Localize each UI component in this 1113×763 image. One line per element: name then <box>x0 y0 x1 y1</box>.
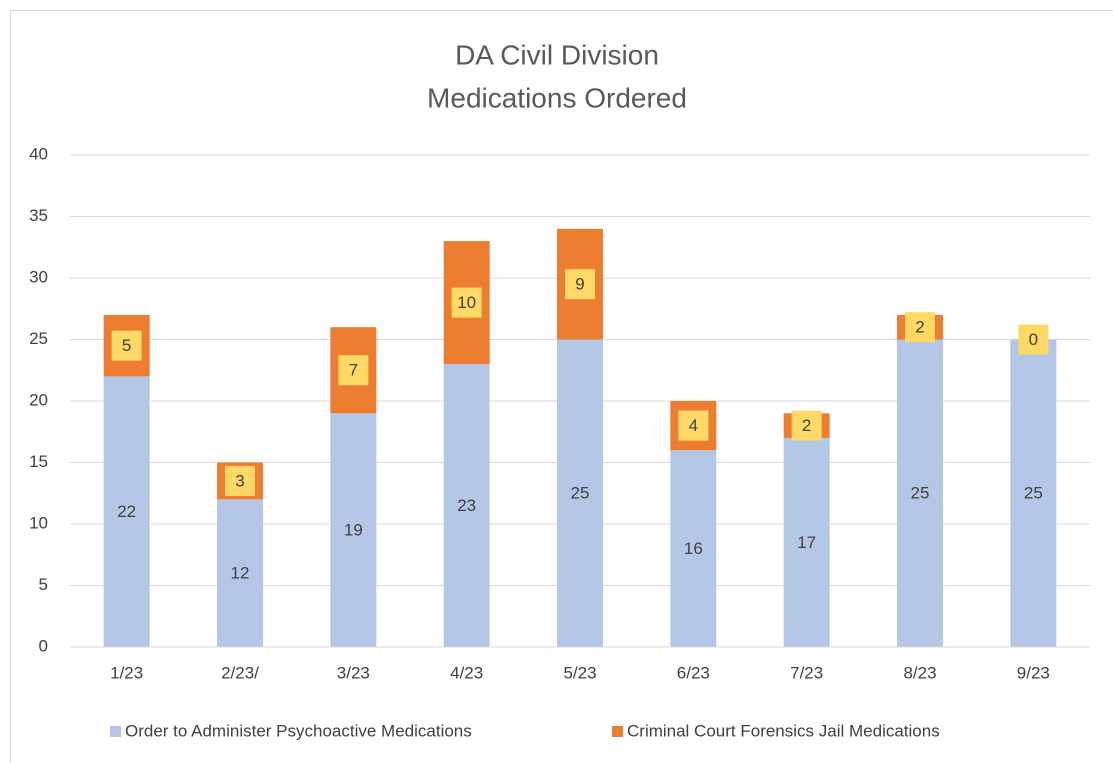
x-tick-label: 8/23 <box>903 663 936 682</box>
data-label-box <box>451 287 482 318</box>
data-label: 2 <box>802 416 811 435</box>
chart-title: Medications Ordered <box>427 82 687 113</box>
legend-label: Order to Administer Psychoactive Medicat… <box>125 721 472 740</box>
data-label: 25 <box>1024 484 1043 503</box>
y-tick-label: 20 <box>29 390 48 409</box>
data-label-box <box>111 330 142 361</box>
chart-title: DA Civil Division <box>455 39 659 70</box>
legend-swatch <box>110 726 121 737</box>
bar-segment <box>103 376 150 647</box>
data-label-box <box>225 465 255 496</box>
data-label: 0 <box>1029 330 1038 349</box>
bar-segment <box>443 364 490 647</box>
data-label: 7 <box>349 361 358 380</box>
data-label-box <box>791 410 822 441</box>
data-label-box <box>905 312 935 343</box>
x-tick-label: 5/23 <box>563 663 596 682</box>
data-label-box <box>565 269 595 300</box>
y-tick-label: 5 <box>39 575 48 594</box>
data-label: 25 <box>571 484 590 503</box>
data-label: 22 <box>117 502 136 521</box>
legend-label: Criminal Court Forensics Jail Medication… <box>627 721 940 740</box>
x-tick-label: 7/23 <box>790 663 823 682</box>
data-label: 19 <box>344 521 363 540</box>
data-label: 3 <box>235 471 244 490</box>
y-tick-label: 40 <box>29 144 48 163</box>
data-label: 17 <box>797 533 816 552</box>
data-label: 16 <box>684 539 703 558</box>
bar-segment <box>1010 339 1057 647</box>
y-tick-label: 10 <box>29 513 48 532</box>
data-label-box <box>1018 324 1049 355</box>
data-label-box <box>678 410 709 441</box>
data-label: 2 <box>915 318 924 337</box>
y-tick-label: 0 <box>39 636 48 655</box>
data-label: 10 <box>457 293 476 312</box>
data-label-box <box>338 355 369 386</box>
bar-segment <box>783 437 830 647</box>
bar-segment <box>217 499 263 647</box>
bar-segment <box>330 413 377 647</box>
x-tick-label: 3/23 <box>337 663 370 682</box>
bar-segment <box>897 339 943 647</box>
bar-segment <box>557 339 603 647</box>
legend-swatch <box>612 726 623 737</box>
x-tick-label: 1/23 <box>110 663 143 682</box>
bar-segment <box>670 450 717 647</box>
data-label: 23 <box>457 496 476 515</box>
x-tick-label: 2/23/ <box>221 663 259 682</box>
y-tick-label: 30 <box>29 267 48 286</box>
x-tick-label: 9/23 <box>1017 663 1050 682</box>
y-tick-label: 35 <box>29 206 48 225</box>
y-tick-label: 15 <box>29 452 48 471</box>
data-label: 4 <box>689 416 698 435</box>
data-label: 12 <box>231 564 250 583</box>
x-tick-label: 4/23 <box>450 663 483 682</box>
x-tick-label: 6/23 <box>677 663 710 682</box>
data-label: 25 <box>911 484 930 503</box>
data-label: 9 <box>575 275 584 294</box>
data-label: 5 <box>122 336 131 355</box>
y-tick-label: 25 <box>29 329 48 348</box>
